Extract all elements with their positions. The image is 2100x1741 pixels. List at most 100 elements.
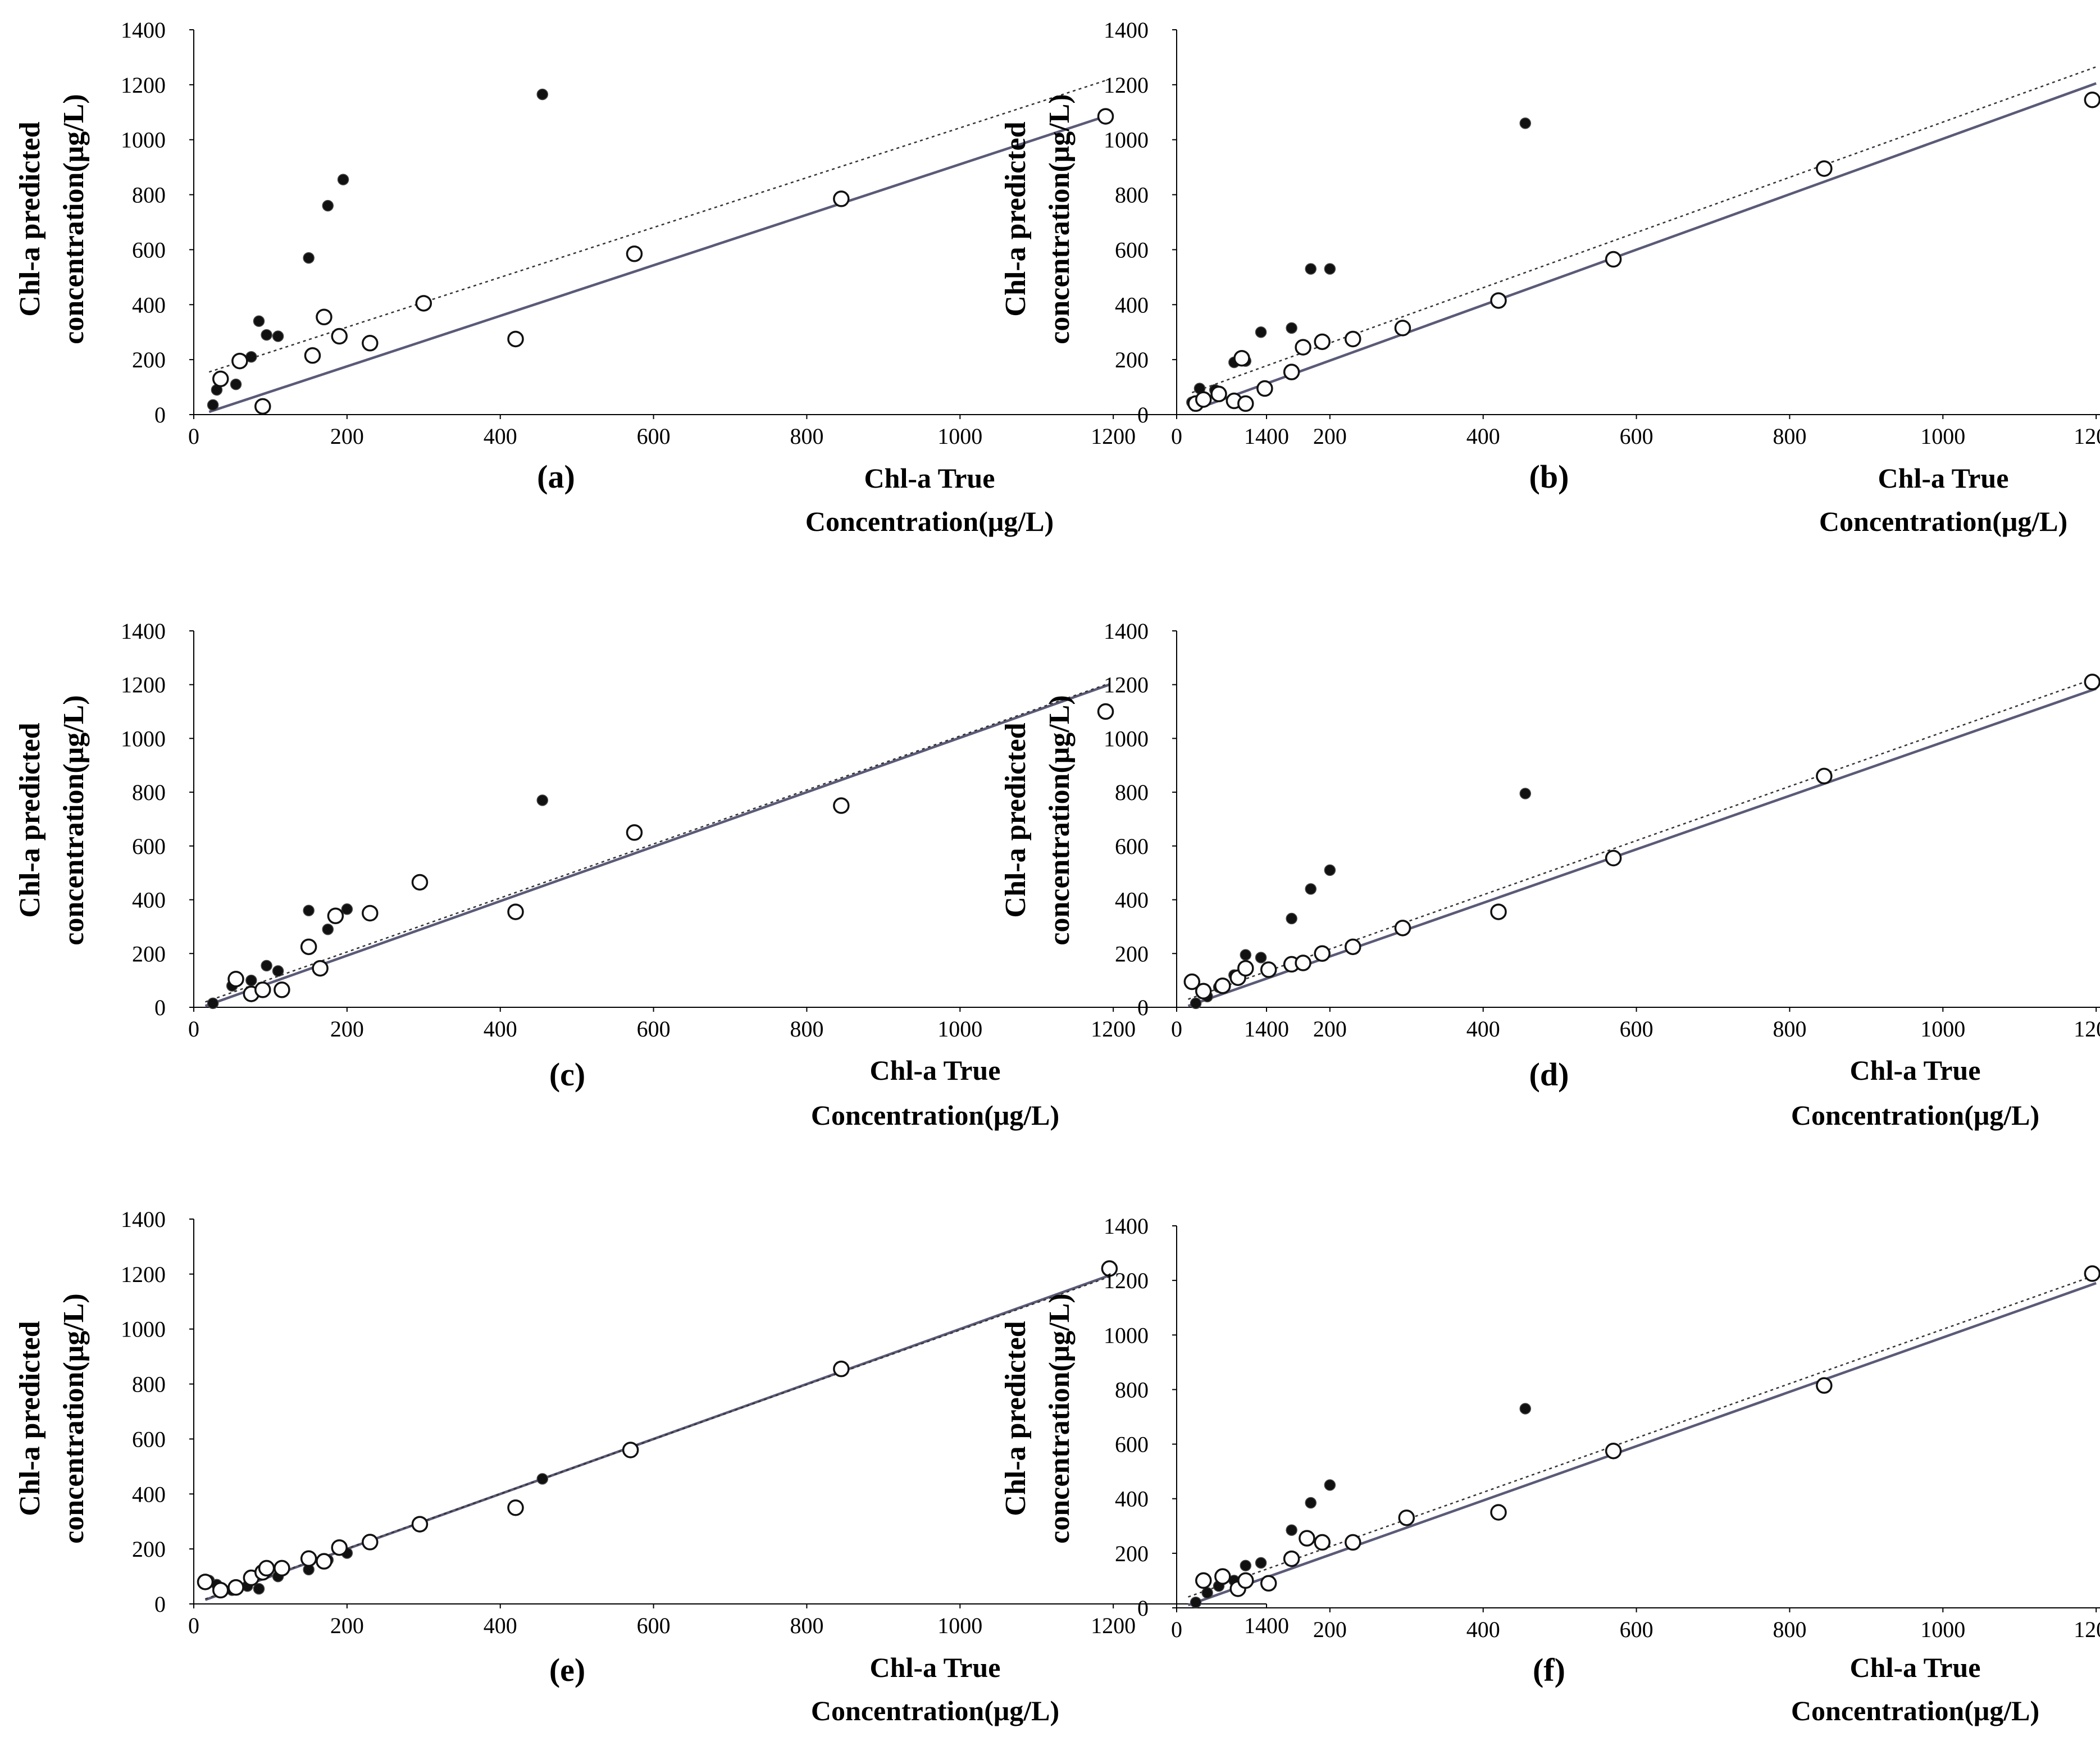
filled-data-point	[1519, 1403, 1532, 1415]
y-tick-label: 200	[132, 941, 166, 966]
filled-data-point	[1286, 322, 1297, 334]
x-tick-label: 800	[1773, 1617, 1806, 1642]
x-axis-title-line: Concentration(μg/L)	[1819, 506, 2067, 537]
y-tick-label: 1000	[121, 1317, 166, 1342]
open-data-point	[1605, 251, 1622, 268]
filled-data-point	[1324, 1479, 1336, 1491]
x-axis-title-line: Chl-a True	[1850, 1054, 1981, 1086]
open-data-point	[1816, 767, 1833, 785]
y-tick-label: 200	[1115, 1541, 1149, 1566]
filled-data-point	[207, 399, 219, 411]
x-tick-label: 1000	[1920, 424, 1965, 449]
y-tick-label: 400	[132, 888, 166, 913]
filled-data-point	[1519, 788, 1532, 799]
filled-data-point	[1519, 117, 1532, 129]
open-data-point	[1394, 320, 1411, 337]
x-tick-label: 600	[1620, 424, 1653, 449]
y-tick-label: 400	[1115, 888, 1149, 913]
x-tick-label: 1000	[937, 1613, 982, 1638]
y-tick-label: 0	[1137, 402, 1149, 428]
y-axis-title: Chl-a predicted concentration(μg/L)	[1000, 695, 1076, 945]
open-data-point	[415, 295, 432, 312]
open-data-point	[1101, 1260, 1118, 1277]
x-axis-title-line: Concentration(μg/L)	[1791, 1695, 2039, 1726]
y-tick-label: 600	[1115, 237, 1149, 262]
chart-panel-4: 0 200 400 600 800 1000 1200 1400 0 200 400 600 800 10…	[1000, 619, 2100, 1131]
open-data-point	[1233, 349, 1250, 367]
y-tick-label: 1400	[121, 17, 166, 43]
open-data-point	[227, 1579, 244, 1596]
x-tick-label: 400	[484, 1016, 517, 1042]
chart-panel-1: 0 200 400 600 800 1000 1200 1400 0 200 400 600 800 10…	[14, 17, 1289, 537]
open-data-point	[1314, 1534, 1331, 1551]
y-tick-label: 1000	[1104, 128, 1149, 153]
x-tick-label: 400	[1466, 1016, 1500, 1042]
open-data-point	[1260, 1575, 1277, 1592]
x-tick-label: 1000	[937, 424, 982, 449]
filled-data-point	[261, 329, 272, 341]
open-data-point	[300, 938, 317, 956]
open-data-point	[1195, 391, 1212, 408]
filled-data-point	[230, 378, 242, 390]
filled-data-point	[1305, 263, 1317, 275]
y-axis-title-line: Chl-a predicted	[1000, 121, 1032, 316]
filled-data-point	[1240, 949, 1252, 961]
filled-data-point	[272, 965, 284, 977]
open-data-point	[833, 190, 850, 207]
open-data-point	[1490, 1504, 1507, 1521]
open-data-point	[1314, 945, 1331, 962]
open-data-point	[1183, 973, 1201, 990]
y-axis-title: Chl-a predicted concentration(μg/L)	[14, 94, 90, 344]
x-tick-label: 1200	[2074, 1617, 2100, 1642]
x-tick-label: 1000	[1920, 1016, 1965, 1042]
open-data-point	[331, 1539, 348, 1556]
y-tick-label: 800	[1115, 1377, 1149, 1402]
y-tick-label: 600	[1115, 1432, 1149, 1457]
y-tick-label: 600	[132, 237, 166, 262]
filled-data-point	[207, 997, 219, 1010]
open-data-point	[231, 352, 248, 370]
y-tick-label: 200	[1115, 941, 1149, 966]
x-tick-label: 0	[1171, 1617, 1182, 1642]
open-data-point	[258, 1560, 275, 1577]
x-axis-title-line: Concentration(μg/L)	[805, 506, 1054, 537]
open-data-point	[331, 328, 348, 345]
open-data-point	[1398, 1509, 1415, 1526]
filled-data-point	[536, 1473, 549, 1485]
chart-panel-6: 0 200 400 600 800 1000 1200 1400 0 200 400 600 800 10…	[1000, 1213, 2100, 1726]
open-data-point	[312, 960, 329, 977]
open-data-point	[1237, 1572, 1254, 1589]
x-tick-label: 600	[637, 1613, 671, 1638]
open-data-point	[507, 1499, 524, 1516]
y-tick-label: 1200	[1104, 1268, 1149, 1293]
y-axis-title-line: concentration(μg/L)	[1044, 94, 1076, 344]
filled-data-point	[536, 88, 549, 101]
filled-data-point	[303, 252, 315, 264]
y-axis-title-line: Chl-a predicted	[14, 1321, 46, 1516]
filled-data-point	[1286, 1524, 1297, 1536]
y-tick-label: 1400	[121, 619, 166, 644]
filled-data-point	[272, 330, 284, 342]
y-tick-label: 200	[132, 1537, 166, 1562]
solid-fit-line	[1187, 1281, 2097, 1607]
open-data-point	[411, 874, 429, 891]
open-data-point	[362, 904, 379, 922]
x-tick-label: 1200	[2074, 424, 2100, 449]
open-data-point	[274, 981, 290, 998]
y-axis-title: Chl-a predicted concentration(μg/L)	[1000, 1293, 1076, 1543]
x-tick-label: 0	[188, 1016, 199, 1042]
open-data-point	[1490, 903, 1507, 920]
y-tick-label: 400	[132, 292, 166, 317]
open-data-point	[1097, 108, 1114, 125]
open-data-point	[1605, 849, 1622, 867]
y-tick-label: 200	[132, 347, 166, 372]
x-axis-title-line: Chl-a True	[870, 1652, 1001, 1683]
open-data-point	[254, 981, 271, 998]
y-axis-title-line: concentration(μg/L)	[58, 1293, 90, 1543]
x-tick-label: 0	[188, 424, 199, 449]
dotted-fit-line	[208, 78, 1110, 373]
open-data-point	[1816, 160, 1833, 177]
x-tick-label: 200	[330, 1613, 364, 1638]
x-tick-label: 200	[1313, 1016, 1347, 1042]
